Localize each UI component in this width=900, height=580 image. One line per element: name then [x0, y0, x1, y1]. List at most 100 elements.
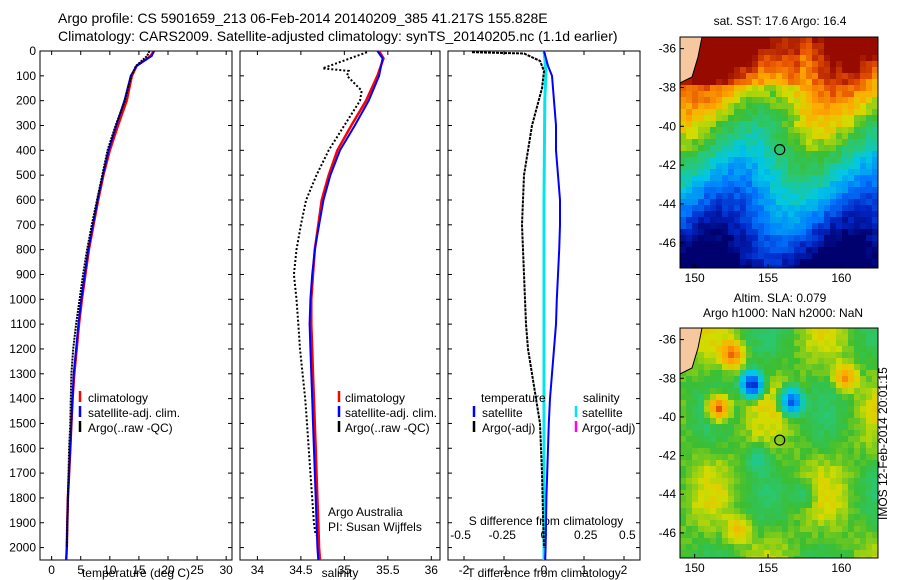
map-pixel	[680, 103, 686, 109]
map-pixel	[728, 55, 734, 61]
map-pixel	[764, 502, 770, 508]
map-pixel	[710, 163, 716, 169]
map-pixel	[776, 496, 782, 502]
map-pixel	[842, 358, 848, 364]
map-pixel	[866, 466, 872, 472]
map-pixel	[734, 133, 740, 139]
map-pixel	[800, 328, 806, 334]
map-pixel	[866, 37, 872, 43]
map-pixel	[782, 328, 788, 334]
map-pixel	[758, 169, 764, 175]
map-pixel	[722, 67, 728, 73]
map-pixel	[854, 472, 860, 478]
map-pixel	[776, 466, 782, 472]
map-pixel	[866, 253, 872, 259]
map-pixel	[842, 193, 848, 199]
map-pixel	[800, 394, 806, 400]
map-pixel	[686, 175, 692, 181]
map-pixel	[836, 91, 842, 97]
map-pixel	[746, 67, 752, 73]
map-pixel	[794, 37, 800, 43]
map-pixel	[854, 109, 860, 115]
map-pixel	[776, 67, 782, 73]
map-pixel	[722, 97, 728, 103]
map-pixel	[704, 193, 710, 199]
map-pixel	[680, 199, 686, 205]
map-pixel	[830, 526, 836, 532]
map-pixel	[752, 406, 758, 412]
map-pixel	[782, 388, 788, 394]
map-pixel	[716, 127, 722, 133]
map-pixel	[740, 139, 746, 145]
map-pixel	[800, 412, 806, 418]
map-pixel	[692, 205, 698, 211]
map-pixel	[728, 37, 734, 43]
map-pixel	[794, 109, 800, 115]
map-pixel	[698, 139, 704, 145]
map-pixel	[842, 139, 848, 145]
map-pixel	[758, 454, 764, 460]
map-pixel	[752, 358, 758, 364]
map-pixel	[692, 454, 698, 460]
map-pixel	[680, 181, 686, 187]
map-pixel	[716, 544, 722, 550]
map-pixel	[872, 109, 878, 115]
map-pixel	[752, 514, 758, 520]
map-pixel	[866, 265, 872, 268]
map-pixel	[872, 241, 878, 247]
map-pixel	[776, 133, 782, 139]
map-pixel	[800, 43, 806, 49]
map-pixel	[746, 43, 752, 49]
map-pixel	[842, 436, 848, 442]
map-pixel	[770, 478, 776, 484]
map-pixel	[824, 466, 830, 472]
map-pixel	[788, 352, 794, 358]
map-pixel	[704, 247, 710, 253]
map-pixel	[848, 229, 854, 235]
map-pixel	[806, 484, 812, 490]
map-pixel	[722, 334, 728, 340]
map-pixel	[692, 412, 698, 418]
map-pixel	[776, 376, 782, 382]
map-pixel	[854, 223, 860, 229]
map-pixel	[704, 484, 710, 490]
map-pixel	[758, 448, 764, 454]
map-pixel	[716, 472, 722, 478]
map-pixel	[836, 496, 842, 502]
map-pixel	[836, 175, 842, 181]
map-pixel	[716, 358, 722, 364]
map-pixel	[734, 508, 740, 514]
depth-tick-label: 1600	[9, 441, 36, 455]
map-pixel	[710, 412, 716, 418]
map-pixel	[782, 340, 788, 346]
map-pixel	[782, 466, 788, 472]
map-pixel	[764, 430, 770, 436]
map-pixel	[794, 508, 800, 514]
map-pixel	[776, 478, 782, 484]
map-pixel	[854, 532, 860, 538]
map-pixel	[698, 193, 704, 199]
map-pixel	[716, 388, 722, 394]
map-pixel	[770, 508, 776, 514]
map-y-tick-label: -44	[659, 487, 677, 501]
map-pixel	[830, 109, 836, 115]
map-pixel	[698, 211, 704, 217]
map-pixel	[818, 97, 824, 103]
map-pixel	[692, 406, 698, 412]
map-pixel	[812, 79, 818, 85]
map-pixel	[758, 520, 764, 526]
map-pixel	[794, 340, 800, 346]
map-pixel	[686, 181, 692, 187]
map-pixel	[698, 163, 704, 169]
map-pixel	[812, 484, 818, 490]
map-pixel	[740, 454, 746, 460]
map-pixel	[854, 187, 860, 193]
map-pixel	[704, 151, 710, 157]
map-pixel	[740, 223, 746, 229]
map-pixel	[716, 466, 722, 472]
map-pixel	[800, 466, 806, 472]
map-pixel	[782, 133, 788, 139]
map-pixel	[764, 97, 770, 103]
map-pixel	[866, 139, 872, 145]
map-pixel	[770, 472, 776, 478]
